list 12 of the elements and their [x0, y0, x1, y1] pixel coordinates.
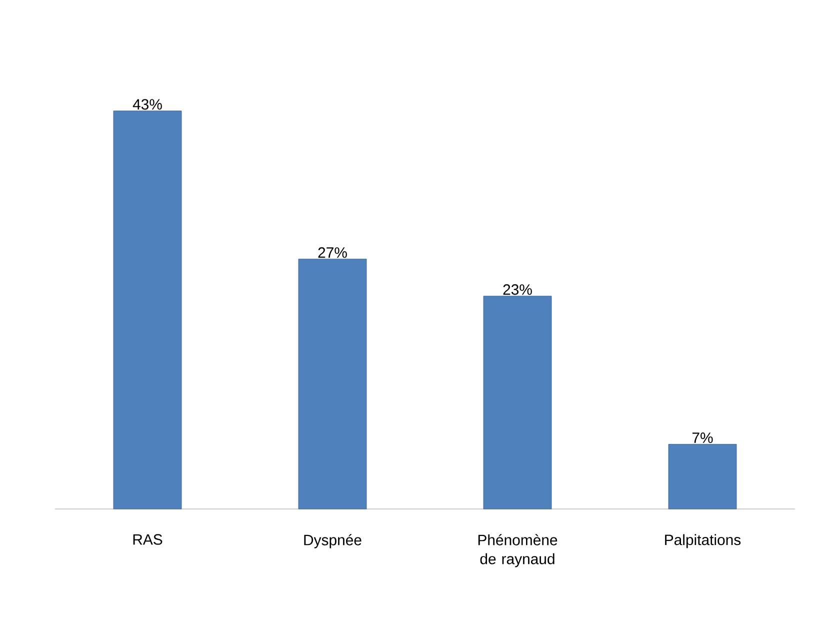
x-tick-label: RAS	[133, 534, 162, 545]
data-label: 23%	[503, 284, 532, 295]
bar	[668, 444, 737, 510]
bar	[113, 110, 182, 510]
bar	[483, 296, 552, 510]
x-tick-label: Palpitations	[665, 534, 741, 548]
data-label: 7%	[692, 432, 713, 443]
data-label: 27%	[318, 247, 347, 258]
data-label: 43%	[132, 99, 162, 110]
bar	[298, 258, 367, 510]
x-tick-label: Phénomène de raynaud	[478, 534, 558, 568]
x-tick-label: Dyspnée	[304, 534, 362, 548]
